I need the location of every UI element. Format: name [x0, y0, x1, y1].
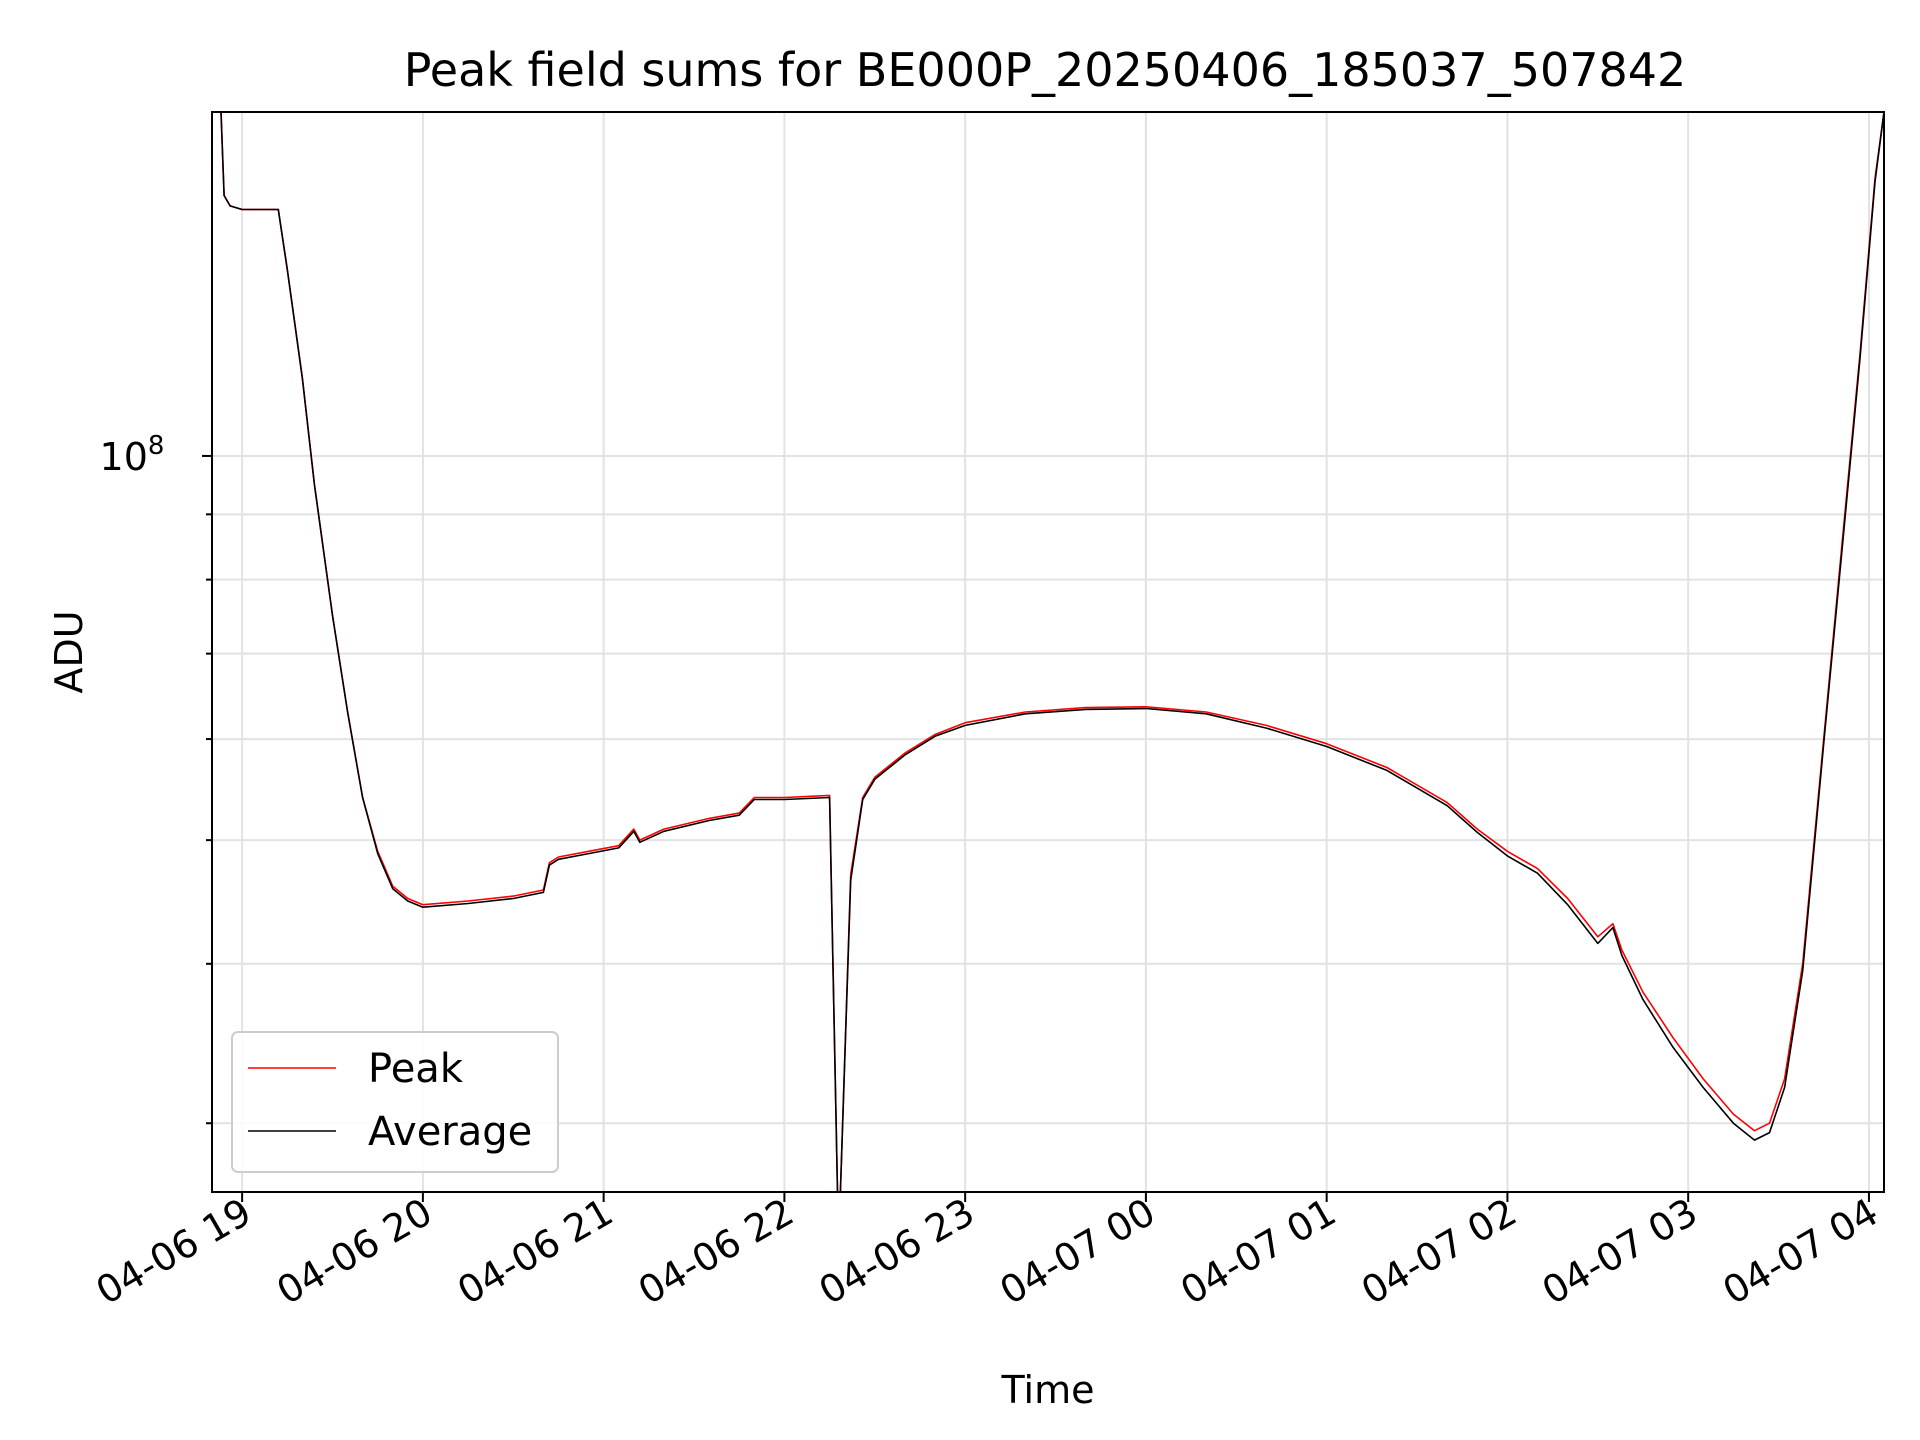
y-axis: 108	[100, 431, 212, 1125]
x-axis-label: Time	[1001, 1368, 1095, 1412]
y-tick-label-base: 10	[100, 435, 148, 479]
legend: Peak Average	[231, 1031, 559, 1173]
chart-title: Peak field sums for BE000P_20250406_1850…	[404, 43, 1687, 97]
y-tick-label: 108	[100, 431, 165, 479]
legend-label-peak: Peak	[368, 1046, 464, 1092]
series-line-average	[220, 112, 1884, 1192]
legend-box	[231, 1031, 559, 1173]
grid	[212, 112, 1884, 1192]
series-lines	[220, 112, 1884, 1192]
y-axis-label: ADU	[47, 610, 91, 693]
y-tick-label-exponent: 8	[148, 431, 165, 461]
plot-frame	[211, 111, 1885, 1193]
legend-label-average: Average	[368, 1109, 532, 1155]
